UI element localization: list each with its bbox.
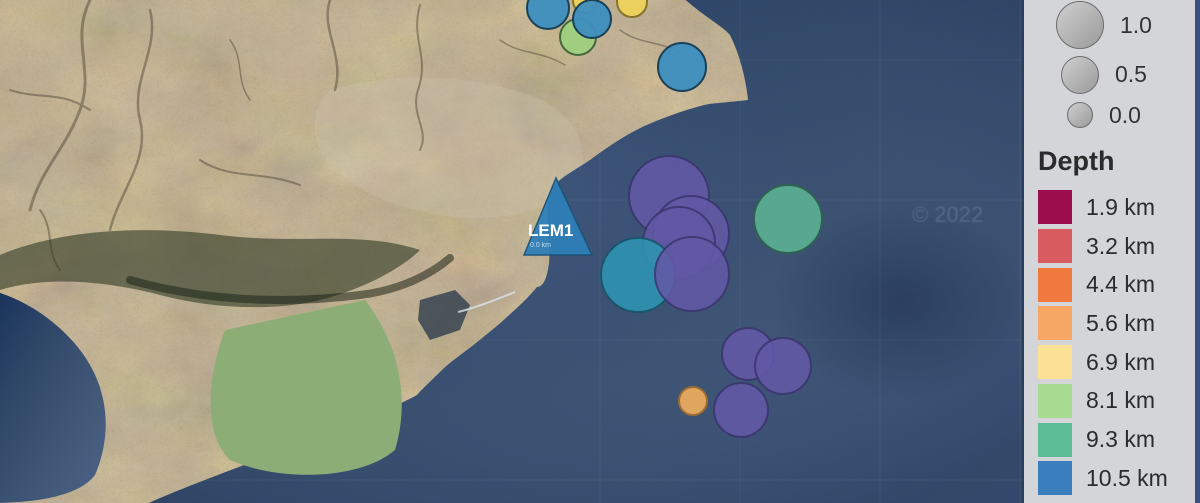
svg-text:© 2022: © 2022 bbox=[912, 202, 983, 227]
svg-text:LEM1: LEM1 bbox=[528, 221, 573, 240]
svg-text:0.0 km: 0.0 km bbox=[530, 242, 551, 249]
